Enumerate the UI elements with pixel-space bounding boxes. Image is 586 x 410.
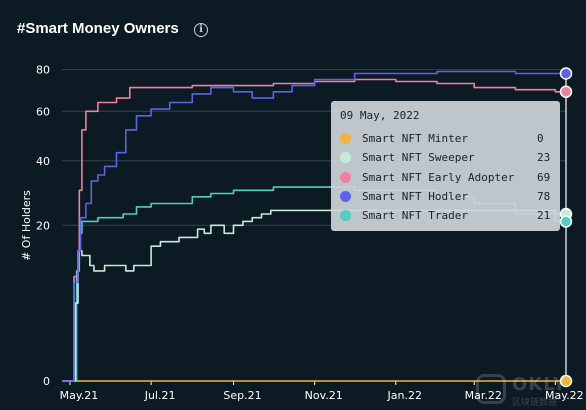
tooltip-row-hodler: Smart NFT Hodler 78 xyxy=(340,187,550,206)
y-tick-label: 20 xyxy=(36,219,50,232)
legend-dot-icon xyxy=(340,133,351,144)
tooltip-series-value: 23 xyxy=(537,151,551,165)
tooltip-series-value: 21 xyxy=(537,209,551,223)
watermark-subtext: 区块链数据 xyxy=(512,398,558,408)
legend-dot-icon xyxy=(340,190,351,202)
x-tick-label: Jul.21 xyxy=(144,389,176,402)
tooltip-row-trader: Smart NFT Trader 21 xyxy=(340,206,550,225)
x-tick-label: May.21 xyxy=(60,389,99,402)
x-tick-label: Nov.21 xyxy=(305,389,343,402)
hover-point-smart-nft-minter xyxy=(559,374,573,388)
watermark-logo-icon xyxy=(476,374,506,404)
y-tick-label: 40 xyxy=(36,155,50,168)
crosshair xyxy=(559,67,573,388)
x-tick-label: Mar.22 xyxy=(465,389,502,402)
chart-tooltip: 09 May, 2022 Smart NFT Minter 0 Smart NF… xyxy=(331,101,560,231)
tooltip-row-sweeper: Smart NFT Sweeper 23 xyxy=(340,148,550,167)
tooltip-series-name: Smart NFT Trader xyxy=(362,209,468,223)
series-line-smart-nft-early-adopter xyxy=(62,78,566,382)
series-line-smart-nft-sweeper xyxy=(62,209,566,382)
hover-point-smart-nft-hodler xyxy=(559,67,573,80)
watermark-text: OKLY xyxy=(512,374,567,395)
tooltip-date: 09 May, 2022 xyxy=(340,109,420,122)
hover-point-smart-nft-early-adopter xyxy=(559,85,573,99)
tooltip-series-name: Smart NFT Hodler xyxy=(362,189,468,203)
tooltip-series-value: 0 xyxy=(537,132,544,145)
watermark-logo: OKLY 区块链数据 xyxy=(476,374,576,410)
tooltip-row-minter: Smart NFT Minter 0 xyxy=(340,129,550,148)
legend-dot-icon xyxy=(340,152,351,164)
legend-dot-icon xyxy=(340,171,351,183)
tooltip-series-name: Smart NFT Early Adopter xyxy=(362,170,515,184)
hover-point-smart-nft-trader xyxy=(559,215,573,228)
tooltip-series-value: 78 xyxy=(537,189,551,203)
tooltip-series-value: 69 xyxy=(537,170,551,184)
x-tick-label: Sep.21 xyxy=(223,389,261,402)
y-axis-label: # Of Holders xyxy=(20,190,33,261)
x-tick-label: Jan.22 xyxy=(387,389,422,402)
y-tick-label: 0 xyxy=(43,375,50,388)
tooltip-series-name: Smart NFT Sweeper xyxy=(362,151,475,165)
x-tick-label: May.22 xyxy=(545,389,584,402)
info-icon[interactable]: i xyxy=(194,23,208,37)
page-title: #Smart Money Owners xyxy=(17,20,179,37)
legend-dot-icon xyxy=(340,210,351,222)
series-line-smart-nft-hodler xyxy=(62,70,566,382)
tooltip-series-name: Smart NFT Minter xyxy=(362,132,468,145)
tooltip-row-early-adopter: Smart NFT Early Adopter 69 xyxy=(340,168,550,187)
y-tick-label: 80 xyxy=(36,64,50,77)
y-tick-label: 60 xyxy=(36,105,50,118)
